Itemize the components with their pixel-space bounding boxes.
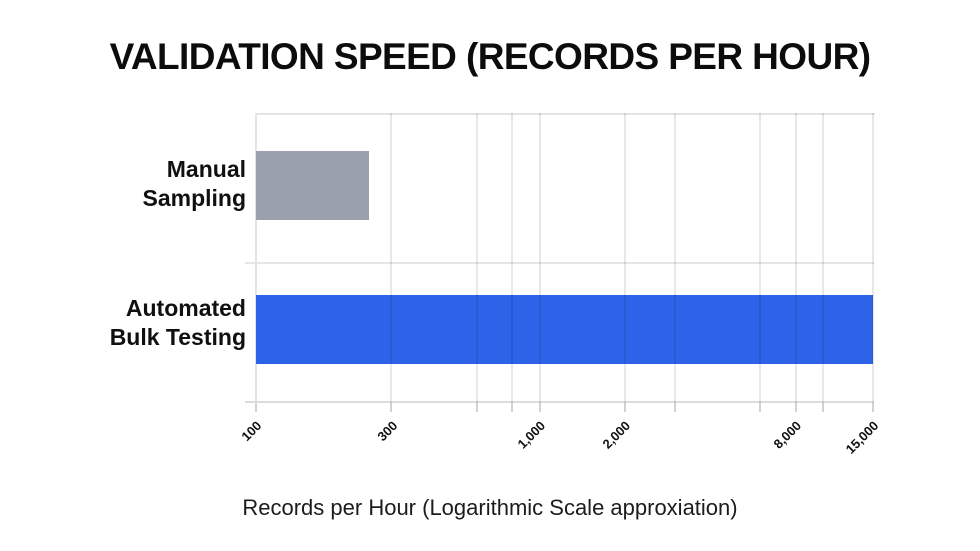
x-axis-tick-mark: [822, 403, 825, 412]
category-label-manual-sampling: Manual Sampling: [142, 149, 246, 218]
x-tick-label-text: 1,000: [514, 418, 549, 452]
bar-automated-bulk-testing: [256, 295, 873, 364]
x-axis-tick-mark: [673, 403, 676, 412]
x-tick-label-text: 300: [373, 418, 400, 444]
plot-border-top: [255, 113, 875, 115]
category-label-line: Automated: [125, 294, 246, 321]
category-label-line: Manual: [166, 155, 246, 182]
x-axis-tick-mark: [794, 403, 797, 412]
x-axis-line: [245, 401, 874, 403]
x-tick-label-text: 15,000: [842, 418, 882, 457]
y-axis-line: [255, 113, 257, 403]
x-axis-tick-mark: [390, 403, 393, 412]
x-axis-tick-mark: [872, 403, 874, 412]
x-axis-tick-mark: [255, 403, 257, 412]
category-label-line: Sampling: [142, 184, 246, 211]
x-tick-label-text: 100: [238, 418, 265, 444]
x-axis-labels-layer: 100 300 1,000 2,000 8,000 15,000: [239, 418, 882, 468]
x-axis-title: Records per Hour (Logarithmic Scale appr…: [242, 495, 738, 520]
x-axis-tick-mark: [759, 403, 762, 412]
x-axis-tick-mark: [511, 403, 514, 412]
category-label-line: Bulk Testing: [109, 323, 246, 350]
chart-title: VALIDATION SPEED (RECORDS PER HOUR): [109, 36, 871, 77]
x-axis-tick-mark: [538, 403, 541, 412]
x-axis-tick-mark: [623, 403, 626, 412]
x-tick-label-text: 8,000: [770, 418, 805, 452]
x-axis-ticks-layer: [255, 403, 874, 413]
x-axis-tick-mark: [475, 403, 478, 412]
bar-manual-sampling: [256, 151, 369, 220]
category-label-automated-bulk-testing: Automated Bulk Testing: [110, 288, 246, 357]
plot-area: [256, 113, 874, 403]
x-tick-label-text: 2,000: [599, 418, 634, 452]
row-divider-gridline: [245, 262, 874, 264]
